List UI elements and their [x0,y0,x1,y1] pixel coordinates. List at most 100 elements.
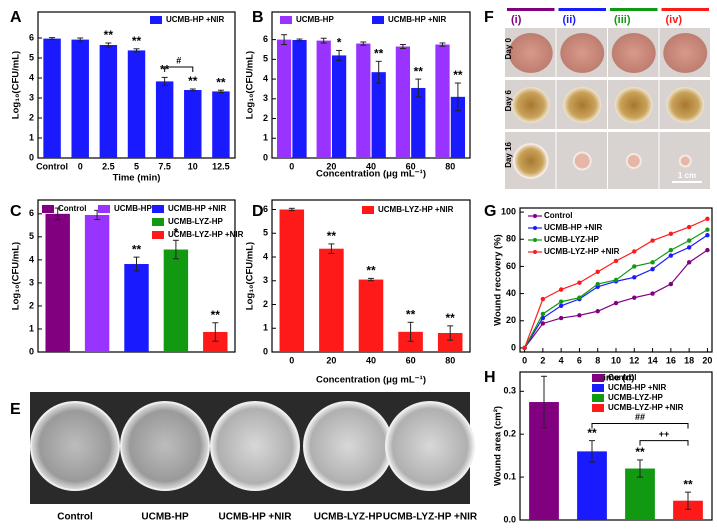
data-point [686,245,692,250]
y-tick-label: 1 [29,323,34,333]
x-tick-label: 2.5 [102,161,115,171]
bar [411,87,426,158]
row-label: Day 0 [504,37,513,59]
wound-photo [625,153,642,169]
wound-photo [611,33,656,73]
y-tick-label: 0 [29,152,34,162]
y-tick-label: 6 [263,204,268,214]
y-tick-label: 60 [506,261,516,271]
wound-photo [666,87,705,123]
significance-label: ** [104,28,114,42]
y-tick-label: 4 [263,251,268,261]
legend-swatch [42,205,54,213]
data-point [577,295,582,300]
bar [435,44,450,158]
data-point [686,224,692,230]
bar [124,264,149,352]
legend-label: UCMB-LYZ-HP [544,235,599,244]
x-axis-label: Concentration (μg mL⁻¹) [316,169,426,180]
wound-photo [512,143,549,179]
wound-photo [614,87,653,123]
x-tick-label: 16 [666,355,676,365]
wound-photo [563,87,602,123]
bar [276,39,292,158]
legend-swatch [592,394,604,402]
y-tick-label: 6 [29,208,34,218]
x-tick-label: 6 [577,355,582,365]
bar [395,46,411,159]
bar [331,55,347,158]
bar [398,331,423,352]
legend-label: UCMB-HP +NIR [388,15,447,24]
column-header-bar [558,8,606,11]
legend-label: UCMB-LYZ-HP [608,393,663,402]
legend-label: UCMB-HP +NIR [544,223,603,232]
wound-photo [560,33,605,73]
panel-label: D [252,203,264,220]
bar [99,45,118,158]
data-point [632,249,637,254]
panel-label: A [10,9,22,26]
photo-label: UCMB-LYZ-HP +NIR [383,512,478,523]
legend-label: Control [544,211,572,220]
bar [279,209,305,352]
significance-bracket [591,422,689,429]
y-tick-label: 0 [263,152,268,162]
petri-dish [120,401,210,491]
row-label: Day 6 [504,89,513,111]
y-tick-label: 3 [29,92,34,102]
column-header-bar [661,8,709,11]
column-header: (ii) [563,14,577,26]
significance-label: ** [211,308,221,322]
significance-label: * [174,225,179,239]
x-axis-label: Concentration (μg mL⁻¹) [316,375,426,386]
bar [356,43,371,158]
y-tick-label: 40 [506,288,516,298]
x-tick-label: 12 [629,355,639,365]
column-header-bar [507,8,555,11]
photo-label: UCMB-LYZ-HP [314,512,383,523]
plot-frame [519,371,713,521]
significance-label: ** [635,445,645,459]
y-tick-label: 2 [29,300,34,310]
legend-marker [533,214,537,218]
legend-label: UCMB-HP [114,204,152,213]
x-tick-label: 0 [522,355,527,365]
bar [577,451,607,520]
y-tick-label: 3 [263,93,268,103]
plot-frame [271,11,471,159]
y-axis-label: Log₁₀(CFU/mL) [11,51,22,119]
legend-marker [533,238,537,242]
panel-label: G [484,203,496,220]
y-tick-label: 2 [263,113,268,123]
y-tick-label: 1 [263,133,268,143]
x-tick-label: 20 [326,355,336,365]
x-tick-label: 10 [188,161,198,171]
legend-swatch [592,374,604,382]
panel-label: B [252,9,264,26]
bar [437,333,463,352]
legend-marker [533,226,537,230]
y-tick-label: 0 [29,346,34,356]
series-line [524,249,708,349]
data-point [705,216,710,222]
y-tick-label: 0 [511,342,516,352]
y-tick-label: 3 [29,277,34,287]
wound-photo [508,33,553,73]
data-point [686,238,692,243]
significance-bracket [164,66,194,72]
data-point [668,231,674,237]
x-tick-label: 8 [595,355,600,365]
x-tick-label: 0 [289,355,294,365]
x-axis-label: Time (d) [598,373,635,384]
y-axis-label: Wound area (cm²) [493,406,504,486]
bar [292,40,307,158]
data-point [650,291,655,296]
y-axis-label: Log₁₀(CFU/mL) [245,51,256,119]
data-point [650,266,655,272]
bar [212,91,230,158]
legend-label: UCMB-HP +NIR [166,15,225,24]
y-axis-label: Log₁₀(CFU/mL) [11,242,22,310]
data-point [632,275,637,280]
legend-swatch [372,16,384,24]
